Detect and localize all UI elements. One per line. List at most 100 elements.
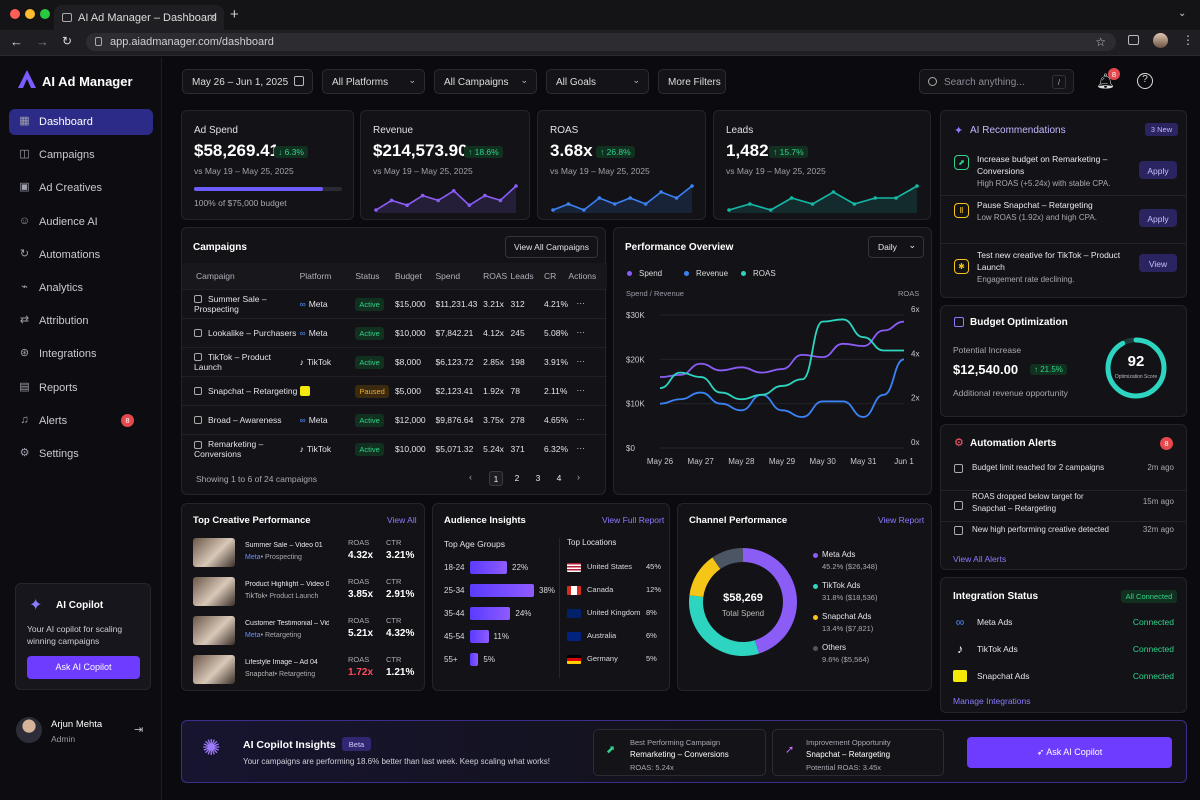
column-header[interactable]: Spend [435, 270, 461, 281]
bookmark-star-icon[interactable]: ☆ [1095, 35, 1106, 49]
donut-slice[interactable] [689, 557, 721, 597]
forward-icon[interactable]: → [36, 34, 49, 49]
tab-list-chevron-icon[interactable]: ⌄ [1178, 8, 1187, 19]
ask-copilot-sidebar-button[interactable]: Ask AI Copilot [27, 656, 140, 679]
top-creative-view-all-link[interactable]: View All [387, 515, 417, 525]
checkbox-icon[interactable] [194, 329, 202, 338]
help-icon[interactable]: ? [1137, 73, 1153, 89]
more-actions-icon[interactable]: ⋯ [568, 375, 607, 405]
table-row[interactable]: Broad – Awareness ∞ Meta Active $12,000 $9,87… [182, 404, 607, 434]
table-row[interactable]: Remarketing – Conversions ♪ TikTok Active $1… [182, 433, 607, 463]
campaign-name[interactable]: Broad – Awareness [208, 414, 282, 425]
creative-thumbnail[interactable] [193, 655, 235, 684]
page-button[interactable]: 2 [514, 473, 520, 483]
browser-menu-icon[interactable]: ⋮ [1182, 33, 1194, 47]
sidebar-item-reports[interactable]: ▤ Reports [9, 375, 153, 401]
maximize-window-dot[interactable] [40, 9, 50, 19]
sidebar-item-analytics[interactable]: ⌁ Analytics [9, 275, 153, 301]
date-range-picker[interactable]: May 26 – Jun 1, 2025 [182, 69, 313, 94]
checkbox-icon[interactable] [194, 440, 202, 449]
recommendation-apply-button[interactable]: Apply [1139, 209, 1177, 227]
tab-close-icon[interactable]: × [208, 10, 216, 24]
age-bar[interactable] [470, 561, 508, 574]
sidebar-item-audience-ai[interactable]: ☺ Audience AI [9, 209, 153, 235]
sidebar-item-ad-creatives[interactable]: ▣ Ad Creatives [9, 175, 153, 201]
column-header[interactable]: Budget [394, 270, 422, 281]
column-header[interactable]: ROAS [483, 270, 508, 281]
creative-thumbnail[interactable] [193, 577, 235, 606]
table-row[interactable]: Summer Sale – Prospecting ∞ Meta Active $15,… [182, 288, 607, 318]
table-row[interactable]: TikTok – Product Launch ♪ TikTok Active $8,0… [182, 346, 607, 376]
improvement-card[interactable]: ➚ Improvement Opportunity Snapchat – Ret… [772, 729, 944, 776]
sidebar-item-attribution[interactable]: ⇄ Attribution [9, 308, 153, 334]
more-filters-button[interactable]: More Filters [658, 69, 726, 94]
campaign-name[interactable]: Summer Sale – Prospecting [194, 293, 267, 314]
page-button[interactable]: 3 [535, 473, 541, 483]
sidebar-item-integrations[interactable]: ⊛ Integrations [9, 341, 153, 367]
view-all-campaigns-button[interactable]: View All Campaigns [505, 236, 598, 258]
prev-page-icon[interactable]: ‹ [469, 472, 472, 482]
recommendation-view-button[interactable]: View [1139, 254, 1177, 272]
page-button[interactable]: 4 [556, 473, 562, 483]
donut-slice[interactable] [689, 595, 760, 656]
column-header[interactable]: Status [355, 270, 380, 281]
sidebar-item-dashboard[interactable]: ▦ Dashboard [9, 109, 153, 135]
legend-item[interactable]: Spend [627, 269, 662, 278]
donut-slice[interactable] [712, 548, 743, 570]
column-header[interactable]: CR [543, 270, 557, 281]
column-header[interactable]: Leads [510, 270, 534, 281]
age-bar[interactable] [470, 607, 511, 620]
alert-item[interactable]: Budget limit reached for 2 campaigns 2m a… [941, 461, 1186, 491]
sidebar-item-campaigns[interactable]: ◫ Campaigns [9, 142, 153, 168]
interval-dropdown[interactable]: Daily ⌄ [868, 236, 924, 258]
age-bar[interactable] [470, 584, 534, 597]
user-avatar[interactable] [16, 717, 42, 743]
minimize-window-dot[interactable] [25, 9, 35, 19]
more-actions-icon[interactable]: ⋯ [568, 433, 607, 463]
checkbox-icon[interactable] [194, 353, 202, 362]
column-header[interactable]: Platform [299, 270, 332, 281]
column-header[interactable]: Campaign [196, 270, 235, 281]
reload-icon[interactable]: ↻ [62, 34, 73, 48]
back-icon[interactable]: ← [10, 34, 23, 49]
close-window-dot[interactable] [10, 9, 20, 19]
new-tab-icon[interactable]: + [230, 6, 239, 23]
creative-item[interactable]: Customer Testimonial – Video 03 Meta• Ret… [182, 616, 424, 650]
ask-copilot-main-button[interactable]: ➶ Ask AI Copilot [967, 737, 1172, 768]
sidebar-item-settings[interactable]: ⚙ Settings [9, 441, 153, 467]
campaign-name[interactable]: Remarketing – Conversions [194, 438, 264, 459]
creative-item[interactable]: Lifestyle Image – Ad 04 Snapchat• Retarge… [182, 655, 424, 689]
more-actions-icon[interactable]: ⋯ [568, 317, 607, 347]
age-bar[interactable] [470, 630, 489, 643]
campaign-name[interactable]: Snapchat – Retargeting [208, 385, 298, 396]
browser-tab[interactable]: AI Ad Manager – Dashboard × [54, 5, 224, 30]
recommendation-apply-button[interactable]: Apply [1139, 161, 1177, 179]
creative-item[interactable]: Product Highlight – Video 02 TikTok• Prod… [182, 577, 424, 611]
audience-view-report-link[interactable]: View Full Report [602, 515, 665, 525]
column-header[interactable]: Actions [568, 270, 597, 281]
search-box[interactable]: Search anything... / [919, 69, 1074, 94]
more-actions-icon[interactable]: ⋯ [568, 404, 607, 434]
legend-item[interactable]: ROAS [741, 269, 776, 278]
campaign-name[interactable]: TikTok – Product Launch [194, 351, 271, 372]
more-actions-icon[interactable]: ⋯ [568, 346, 607, 376]
donut-slice[interactable] [743, 548, 797, 654]
platforms-dropdown[interactable]: All Platforms ⌄ [322, 69, 425, 94]
logout-icon[interactable]: ⇥ [134, 724, 144, 736]
creative-thumbnail[interactable] [193, 616, 235, 645]
checkbox-icon[interactable] [194, 387, 202, 396]
channel-view-report-link[interactable]: View Report [878, 515, 925, 525]
creative-item[interactable]: Summer Sale – Video 01 Meta• Prospecting R… [182, 538, 424, 572]
legend-item[interactable]: Revenue [684, 269, 728, 278]
creative-thumbnail[interactable] [193, 538, 235, 567]
alert-item[interactable]: New high performing creative detected 32m… [941, 523, 1186, 553]
view-all-alerts-link[interactable]: View All Alerts [953, 554, 1007, 564]
profile-avatar-icon[interactable] [1153, 33, 1168, 48]
address-bar[interactable]: app.aiadmanager.com/dashboard ☆ [86, 33, 1116, 51]
goals-dropdown[interactable]: All Goals ⌄ [546, 69, 649, 94]
campaign-name[interactable]: Lookalike – Purchasers [208, 327, 297, 338]
best-campaign-card[interactable]: ⬈ Best Performing Campaign Remarketing –… [593, 729, 766, 776]
table-row[interactable]: Lookalike – Purchasers ∞ Meta Active $10,000… [182, 317, 607, 347]
page-button[interactable]: 1 [489, 471, 503, 486]
age-bar[interactable] [470, 653, 479, 666]
